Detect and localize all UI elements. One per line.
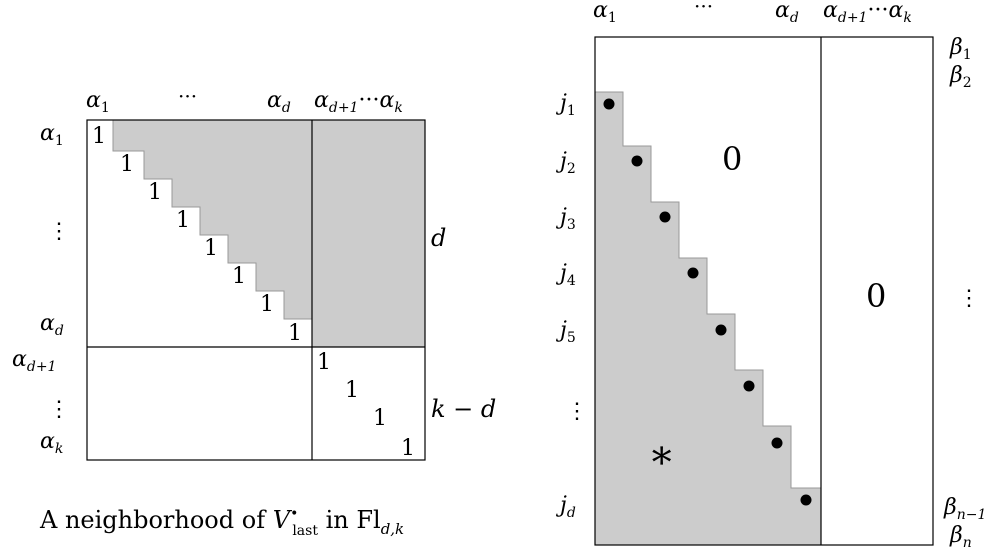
row-label-j1: j1 bbox=[555, 91, 576, 119]
one-entry: 1 bbox=[317, 350, 331, 375]
right-pivot-dots bbox=[603, 98, 812, 506]
left-col-label-alphad1-alphak: αd+1···αk bbox=[314, 88, 403, 116]
left-row-label-alpha1: α1 bbox=[40, 121, 64, 149]
one-entry: 1 bbox=[204, 236, 218, 261]
one-entry: 1 bbox=[92, 124, 106, 149]
left-matrix-figure: α1 ··· αd αd+1···αk α1 ⋮ αd αd+1 ⋮ αk 1 … bbox=[12, 84, 496, 539]
row-label-jd: jd bbox=[555, 493, 576, 521]
pivot-dot bbox=[771, 437, 783, 449]
row-label-vdots: ⋮ bbox=[566, 399, 588, 424]
pivot-dot bbox=[800, 494, 812, 506]
pivot-dot bbox=[659, 211, 671, 223]
one-entry: 1 bbox=[232, 264, 246, 289]
right-beta-label-vdots: ⋮ bbox=[958, 286, 980, 311]
left-side-label-k-minus-d: k − d bbox=[431, 395, 496, 423]
right-col-label-alphad1-alphak: αd+1···αk bbox=[823, 0, 912, 26]
one-entry: 1 bbox=[148, 180, 162, 205]
pivot-dot bbox=[631, 155, 643, 167]
row-label-j2: j2 bbox=[555, 149, 576, 177]
left-row-label-alphad1: αd+1 bbox=[12, 347, 56, 375]
left-col-label-alphad: αd bbox=[267, 88, 291, 116]
left-side-label-d: d bbox=[431, 224, 446, 252]
right-beta-label-n-minus-1: βn−1 bbox=[943, 495, 986, 523]
right-right-zero: 0 bbox=[866, 277, 886, 315]
left-matrix-border bbox=[86, 119, 426, 461]
right-col-label-alpha1: α1 bbox=[593, 0, 617, 26]
left-row-label-vdots: ⋮ bbox=[48, 219, 70, 244]
one-entry: 1 bbox=[401, 436, 415, 461]
row-label-j5: j5 bbox=[555, 318, 576, 346]
one-entry: 1 bbox=[373, 406, 387, 431]
left-bottom-diagonal-ones: 1 1 1 1 bbox=[317, 350, 415, 461]
left-row-label-alphad: αd bbox=[40, 311, 64, 339]
right-star: ∗ bbox=[648, 432, 675, 478]
right-upper-zero: 0 bbox=[722, 140, 742, 178]
row-label-j4: j4 bbox=[555, 261, 576, 289]
left-top-diagonal-ones: 1 1 1 1 1 1 1 1 bbox=[92, 124, 302, 346]
right-row-labels: j1 j2 j3 j4 j5 ⋮ jd bbox=[555, 91, 588, 521]
one-entry: 1 bbox=[288, 321, 302, 346]
left-col-label-alpha1: α1 bbox=[86, 88, 110, 116]
left-row-label-alphak: αk bbox=[40, 429, 63, 457]
right-col-label-dots: ··· bbox=[694, 0, 713, 18]
right-beta-label-1: β1 bbox=[949, 35, 972, 63]
left-caption: A neighborhood of V• last in Fld,k bbox=[39, 506, 404, 539]
pivot-dot bbox=[687, 267, 699, 279]
row-label-j3: j3 bbox=[555, 205, 576, 233]
pivot-dot bbox=[743, 380, 755, 392]
pivot-dot bbox=[715, 324, 727, 336]
right-beta-label-n: βn bbox=[949, 523, 972, 551]
one-entry: 1 bbox=[176, 208, 190, 233]
left-col-label-dots: ··· bbox=[178, 84, 197, 108]
one-entry: 1 bbox=[120, 152, 134, 177]
right-beta-label-2: β2 bbox=[949, 63, 972, 91]
right-col-label-alphad: αd bbox=[775, 0, 799, 26]
one-entry: 1 bbox=[345, 378, 359, 403]
one-entry: 1 bbox=[260, 292, 274, 317]
right-shaded-region bbox=[594, 91, 822, 546]
pivot-dot bbox=[603, 98, 615, 110]
right-matrix-border bbox=[594, 36, 934, 546]
right-matrix-figure: 0 0 ∗ α1 ··· αd αd+1···αk j1 j2 j3 j4 j5… bbox=[555, 0, 986, 551]
left-row-label-vdots2: ⋮ bbox=[48, 397, 70, 422]
